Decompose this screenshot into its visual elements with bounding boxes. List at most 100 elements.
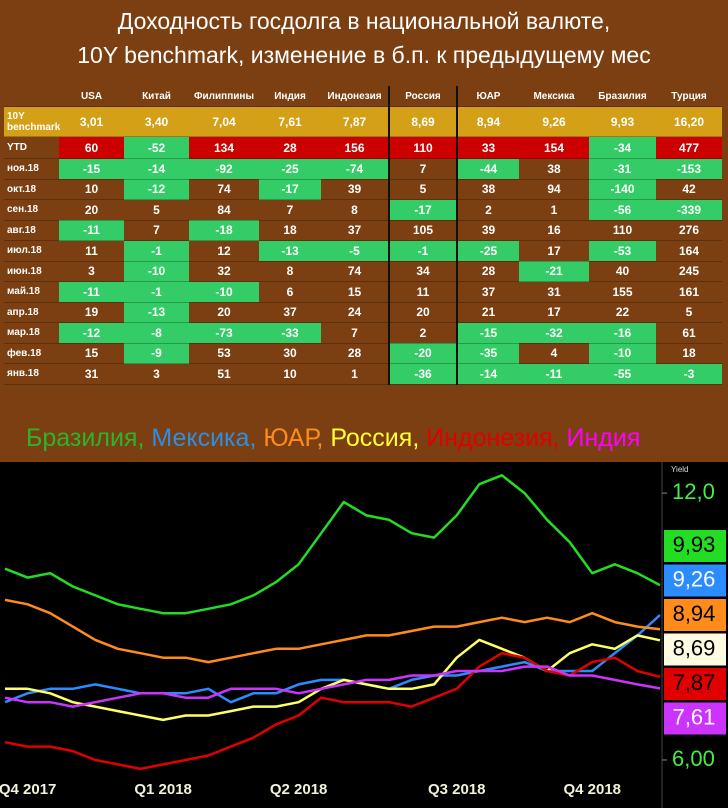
table-cell: 8 <box>321 199 389 221</box>
table-cell: 156 <box>321 136 389 159</box>
row-label: мар.18 <box>4 322 59 344</box>
table-cell: -1 <box>124 281 189 303</box>
table-cell: 31 <box>59 363 124 385</box>
table-cell: -10 <box>589 343 656 364</box>
value-label-box <box>664 564 726 597</box>
table-cell: 20 <box>388 302 458 323</box>
legend-entry: Индонезия <box>426 424 553 452</box>
row-label: сен.18 <box>4 199 59 221</box>
table-cell: 20 <box>59 199 124 221</box>
column-header: Китай <box>124 86 189 107</box>
table-cell: 9,93 <box>589 106 656 137</box>
table-cell: 155 <box>589 281 656 303</box>
table-cell: 28 <box>259 136 321 159</box>
table-cell: 30 <box>259 343 321 364</box>
table-cell: 7,04 <box>189 106 259 137</box>
table-cell: 37 <box>259 302 321 323</box>
column-header: Бразилия <box>589 86 656 107</box>
row-label: май.18 <box>4 281 59 303</box>
row-label: июн.18 <box>4 261 59 282</box>
x-tick-label: Q4 2017 <box>0 781 56 798</box>
table-cell: -1 <box>388 240 458 262</box>
table-cell: 110 <box>388 136 458 159</box>
table-cell: -35 <box>457 343 519 364</box>
table-cell: -17 <box>388 199 458 221</box>
table-cell: -31 <box>589 158 656 180</box>
table-cell: 8,94 <box>457 106 519 137</box>
table-cell: 17 <box>519 240 589 262</box>
corner-cell <box>4 86 59 107</box>
table-cell: 11 <box>59 240 124 262</box>
table-cell: -339 <box>656 199 722 221</box>
row-label: янв.18 <box>4 363 59 385</box>
table-row: окт.18 10 -12 74 -17 39 5 38 94 -140 42 <box>4 179 722 200</box>
column-header: ЮАР <box>457 86 519 107</box>
column-header: Мексика <box>519 86 589 107</box>
column-header: USA <box>59 86 124 107</box>
column-header: Индонезия <box>321 86 389 107</box>
series-line <box>4 598 661 664</box>
table-cell: 3 <box>59 261 124 282</box>
table-cell: 164 <box>656 240 722 262</box>
table-cell: -73 <box>189 322 259 344</box>
table-cell: -92 <box>189 158 259 180</box>
table-row: июл.18 11 -1 12 -13 -5 -1 -25 17 -53 164 <box>4 240 722 262</box>
series-line <box>4 651 661 771</box>
table-cell: -55 <box>589 363 656 385</box>
table-cell: 37 <box>321 220 389 241</box>
table-cell: -17 <box>259 179 321 200</box>
table-cell: 38 <box>519 158 589 180</box>
table-row: сен.18 20 5 84 7 8 -17 2 1 -56 -339 <box>4 199 722 221</box>
y-tick-label: 6,00 <box>672 746 715 771</box>
table-cell: -33 <box>259 322 321 344</box>
yield-table: USA Китай Филиппины Индия Индонезия Россия ЮАР… <box>4 86 722 385</box>
column-header: Индия <box>259 86 321 107</box>
table-cell: 5 <box>388 179 458 200</box>
table-cell: 94 <box>519 179 589 200</box>
table-cell: 3,01 <box>59 106 124 137</box>
table-cell: -32 <box>519 322 589 344</box>
table-cell: 39 <box>457 220 519 241</box>
table-cell: -36 <box>388 363 458 385</box>
row-label: ноя.18 <box>4 158 59 180</box>
table-cell: 15 <box>321 281 389 303</box>
legend-separator: , <box>412 424 427 452</box>
row-label: YTD <box>4 136 59 159</box>
table-cell: 53 <box>189 343 259 364</box>
table-cell: 19 <box>59 302 124 323</box>
table-cell: 17 <box>519 302 589 323</box>
table-cell: 161 <box>656 281 722 303</box>
table-cell: 8 <box>259 261 321 282</box>
legend-entry: Индия <box>566 424 641 452</box>
table-cell: -34 <box>589 136 656 159</box>
table-cell: -13 <box>259 240 321 262</box>
table-row: янв.18 31 3 51 10 1 -36 -14 -11 -55 -3 <box>4 363 722 385</box>
table-cell: -21 <box>519 261 589 282</box>
table-cell: 21 <box>457 302 519 323</box>
table-cell: -15 <box>457 322 519 344</box>
table-row: май.18 -11 -1 -10 6 15 11 37 31 155 161 <box>4 281 722 303</box>
table-cell: 28 <box>457 261 519 282</box>
table-cell: 2 <box>388 322 458 344</box>
value-label: 8,69 <box>673 635 716 660</box>
legend-entry: Россия <box>330 424 413 452</box>
table-cell: -153 <box>656 158 722 180</box>
y-axis-label: Yield <box>671 465 689 474</box>
table-cell: 60 <box>59 136 124 159</box>
table-cell: -74 <box>321 158 389 180</box>
x-tick-label: Q2 2018 <box>270 781 328 798</box>
value-label-box <box>664 668 726 700</box>
table-cell: 37 <box>457 281 519 303</box>
value-label: 9,93 <box>673 532 716 557</box>
table-cell: 7 <box>259 199 321 221</box>
value-label: 7,61 <box>673 704 716 729</box>
series-line <box>4 474 661 615</box>
value-label-box <box>664 599 726 631</box>
table-cell: -25 <box>457 240 519 262</box>
value-label: 9,26 <box>673 566 716 591</box>
row-label: фев.18 <box>4 343 59 364</box>
table-cell: 39 <box>321 179 389 200</box>
legend: Бразилия, Мексика, ЮАР, Россия, Индонези… <box>26 424 640 453</box>
table-cell: 15 <box>59 343 124 364</box>
